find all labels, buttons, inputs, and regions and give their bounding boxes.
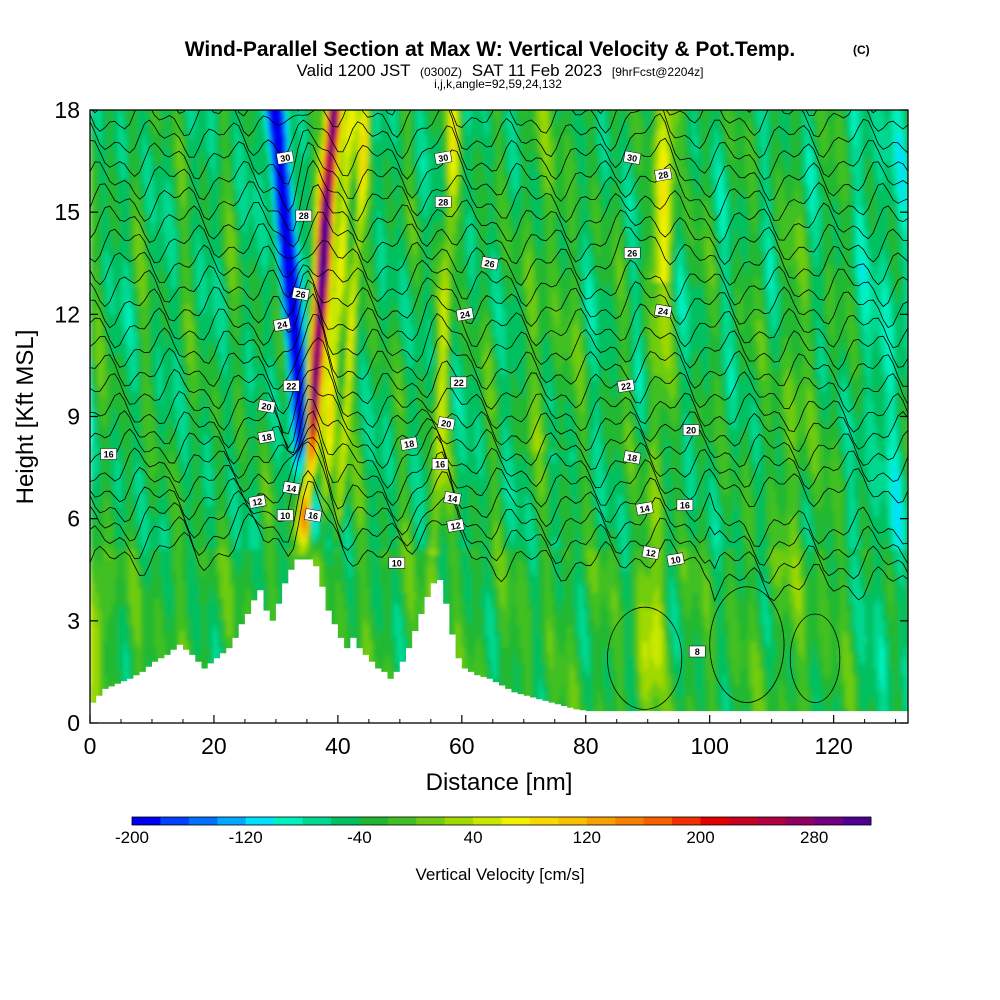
colorbar-swatch: [388, 817, 417, 825]
contour-label: 16: [677, 500, 693, 511]
colorbar-tick-label: -40: [347, 828, 372, 847]
contour-label: 16: [101, 449, 117, 460]
colorbar-label: Vertical Velocity [cm/s]: [415, 865, 584, 884]
chart-indices: i,j,k,angle=92,59,24,132: [434, 77, 562, 91]
chart-title-mark: (C): [853, 43, 870, 57]
colorbar-tick-label: 200: [686, 828, 714, 847]
contour-label: 8: [689, 646, 705, 657]
colorbar-swatch: [217, 817, 246, 825]
y-tick-label: 6: [67, 506, 80, 532]
y-tick-label: 18: [54, 97, 80, 123]
contour-label: 26: [624, 248, 640, 259]
y-axis-label: Height [Kft MSL]: [12, 330, 39, 505]
colorbar-swatch: [530, 817, 559, 825]
colorbar-swatch: [644, 817, 673, 825]
colorbar-swatch: [587, 817, 616, 825]
contour-label: 16: [432, 459, 448, 470]
x-tick-label: 0: [84, 733, 97, 759]
contour-label: 10: [389, 557, 405, 568]
colorbar-tick-label: 40: [464, 828, 483, 847]
x-tick-label: 20: [201, 733, 227, 759]
colorbar-tick-label: 280: [800, 828, 828, 847]
colorbar-tick-label: -200: [115, 828, 149, 847]
y-tick-label: 15: [54, 199, 80, 225]
x-tick-label: 100: [691, 733, 729, 759]
x-tick-label: 60: [449, 733, 475, 759]
chart-title: Wind-Parallel Section at Max W: Vertical…: [185, 38, 796, 61]
subtitle-forecast: [9hrFcst@2204z]: [612, 65, 704, 79]
colorbar-tick-label: 120: [573, 828, 601, 847]
colorbar-swatch: [132, 817, 161, 825]
colorbar-swatch: [786, 817, 815, 825]
colorbar-swatch: [814, 817, 843, 825]
colorbar-swatch: [843, 817, 872, 825]
x-tick-label: 40: [325, 733, 351, 759]
y-tick-label: 3: [67, 608, 80, 634]
contour-label: 22: [283, 380, 299, 391]
y-tick-label: 9: [67, 404, 80, 430]
colorbar-swatch: [757, 817, 786, 825]
colorbar-swatch: [331, 817, 360, 825]
contour-label: 10: [277, 510, 293, 521]
colorbar-swatch: [303, 817, 332, 825]
contour-label: 22: [451, 377, 467, 388]
colorbar-swatch: [359, 817, 388, 825]
colorbar-swatch: [189, 817, 218, 825]
colorbar-swatch: [160, 817, 189, 825]
x-axis-label: Distance [nm]: [426, 769, 573, 796]
vertical-velocity-field: [90, 102, 911, 724]
colorbar-tick-label: -120: [229, 828, 263, 847]
contour-label: 28: [296, 210, 312, 221]
colorbar: -200 -120 -40 40 120 200 280: [115, 817, 871, 847]
x-tick-label: 80: [573, 733, 599, 759]
colorbar-swatch: [700, 817, 729, 825]
colorbar-swatch: [558, 817, 587, 825]
cross-section-chart: Wind-Parallel Section at Max W: Vertical…: [0, 0, 1000, 1000]
x-tick-label: 120: [814, 733, 852, 759]
colorbar-swatch: [615, 817, 644, 825]
colorbar-swatch: [502, 817, 531, 825]
colorbar-swatch: [473, 817, 502, 825]
colorbar-swatch: [416, 817, 445, 825]
contour-label: 20: [683, 425, 699, 436]
y-tick-label: 0: [67, 710, 80, 736]
colorbar-swatch: [672, 817, 701, 825]
colorbar-swatch: [729, 817, 758, 825]
colorbar-swatch: [246, 817, 275, 825]
y-tick-label: 12: [54, 301, 80, 327]
colorbar-swatch: [445, 817, 474, 825]
contour-label: 28: [435, 196, 451, 207]
subtitle-valid: Valid 1200 JST: [297, 61, 411, 80]
colorbar-swatch: [274, 817, 303, 825]
